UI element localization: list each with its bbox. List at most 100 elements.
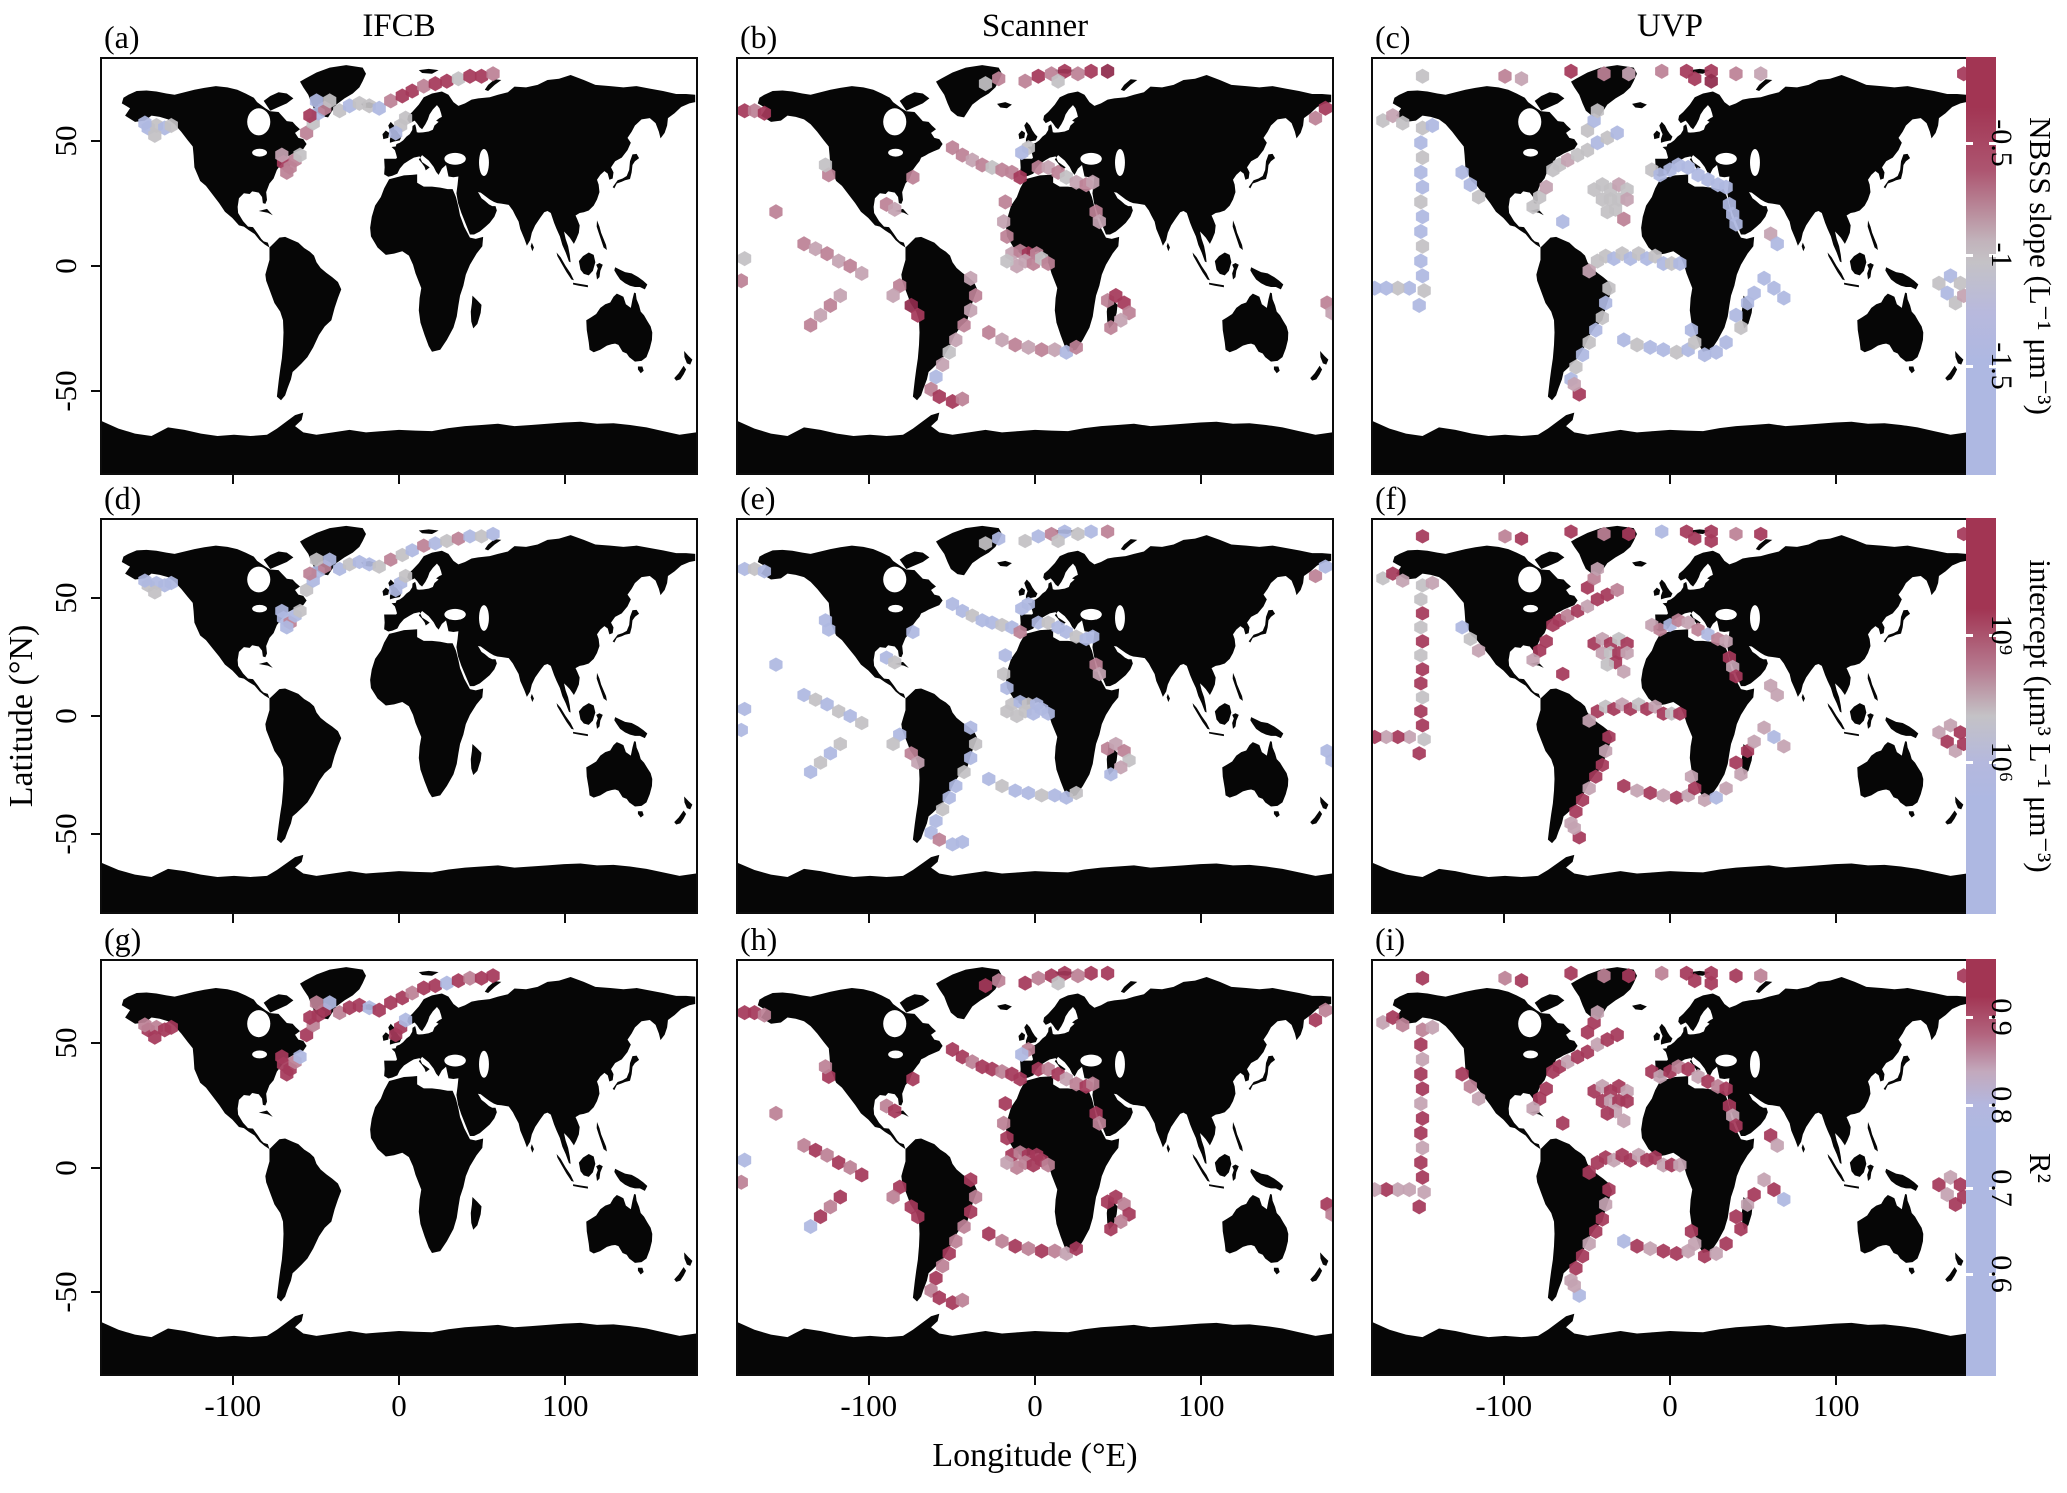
- y-tick-mark: [91, 715, 100, 717]
- colorbar-tick-notch: [1989, 633, 1996, 637]
- x-tick-mark: [1502, 1376, 1505, 1385]
- x-tick-mark: [867, 914, 870, 923]
- inland-sea: [1080, 1054, 1102, 1067]
- hexbin-layer: [1373, 64, 1967, 402]
- x-tick-label: 100: [1177, 1388, 1225, 1423]
- hexbin-layer: [738, 525, 1332, 852]
- colorbar-r2: [1966, 959, 1996, 1376]
- inland-sea: [888, 148, 903, 157]
- colorbar-intercept: [1966, 518, 1996, 914]
- inland-sea: [1750, 1050, 1760, 1078]
- x-tick-mark: [1669, 475, 1671, 484]
- y-tick-label: 50: [48, 125, 83, 157]
- world-map-svg: [1373, 59, 1967, 473]
- y-tick-mark: [91, 1042, 100, 1045]
- col-title-uvp: UVP: [1636, 8, 1704, 44]
- inland-sea: [1518, 1010, 1542, 1038]
- inland-sea: [1523, 148, 1538, 157]
- x-tick-mark: [398, 475, 400, 484]
- colorbar-tick-notch: [1989, 365, 1996, 369]
- colorbar-tick-notch: [1989, 1187, 1996, 1191]
- x-tick-mark: [1835, 914, 1838, 923]
- colorbar-tick-label: 0.6: [1985, 1255, 2018, 1293]
- world-map-svg: [102, 520, 696, 912]
- panel-letter: (d): [104, 480, 142, 516]
- inland-sea: [888, 604, 903, 613]
- hexbin-layer: [738, 966, 1332, 1310]
- x-tick-label: -100: [840, 1388, 898, 1423]
- y-tick-label: 50: [48, 1027, 83, 1059]
- land-silhouette: [738, 967, 1332, 1374]
- hexbin-layer: [1373, 525, 1967, 845]
- x-tick-mark: [564, 475, 567, 484]
- x-axis-label: Longitude (°E): [932, 1437, 1138, 1474]
- colorbar-tick-notch: [1966, 633, 1973, 637]
- inland-sea: [252, 148, 267, 157]
- x-tick-mark: [1835, 475, 1838, 484]
- map-panel-f: [1371, 518, 1969, 914]
- world-map-svg: [102, 961, 696, 1374]
- map-panel-d: [100, 518, 698, 914]
- inland-sea: [479, 148, 489, 177]
- map-panel-h: [736, 959, 1334, 1376]
- inland-sea: [1115, 605, 1125, 631]
- x-tick-label: -100: [204, 1388, 262, 1423]
- x-tick-mark: [231, 475, 234, 484]
- x-tick-mark: [867, 475, 870, 484]
- map-panel-a: [100, 57, 698, 475]
- map-panel-b: [736, 57, 1334, 475]
- inland-sea: [247, 566, 271, 593]
- colorbar-tick-label: 0.9: [1985, 998, 2018, 1037]
- y-tick-mark: [91, 389, 100, 392]
- x-tick-mark: [1034, 1376, 1036, 1385]
- world-map-svg: [738, 59, 1332, 473]
- inland-sea: [444, 152, 466, 165]
- y-tick-mark: [91, 265, 100, 267]
- colorbar-tick-notch: [1989, 1016, 1996, 1020]
- panel-letter: (c): [1375, 19, 1411, 55]
- hexbin-layer: [138, 968, 499, 1081]
- colorbar-tick-notch: [1966, 1016, 1973, 1020]
- inland-sea: [252, 1050, 267, 1059]
- colorbar-tick-notch: [1966, 1272, 1973, 1276]
- colorbar-tick-notch: [1966, 253, 1973, 257]
- colorbar-tick-label: -1: [1985, 242, 2018, 268]
- y-tick-label: -50: [48, 1271, 83, 1313]
- colorbar-tick-notch: [1966, 760, 1973, 764]
- colorbar-tick-notch: [1989, 253, 1996, 257]
- x-tick-mark: [1200, 914, 1203, 923]
- map-panel-g: [100, 959, 698, 1376]
- colorbar-tick-notch: [1989, 760, 1996, 764]
- x-tick-mark: [398, 914, 400, 923]
- inland-sea: [247, 1010, 271, 1038]
- colorbar-tick-notch: [1989, 141, 1996, 145]
- x-tick-mark: [231, 914, 234, 923]
- land-silhouette: [102, 65, 696, 473]
- col-title-ifcb: IFCB: [362, 8, 436, 44]
- world-map-svg: [738, 961, 1332, 1374]
- inland-sea: [1715, 152, 1737, 165]
- land-silhouette: [1373, 967, 1967, 1374]
- panel-letter: (a): [104, 19, 140, 55]
- inland-sea: [479, 1050, 489, 1078]
- x-tick-mark: [398, 1376, 400, 1385]
- x-tick-mark: [1034, 475, 1036, 484]
- world-map-svg: [102, 59, 696, 473]
- inland-sea: [1518, 108, 1542, 136]
- inland-sea: [1715, 1054, 1737, 1067]
- x-tick-mark: [1502, 914, 1505, 923]
- x-tick-mark: [1200, 1376, 1203, 1385]
- x-tick-label: -100: [1475, 1388, 1533, 1423]
- hexbin-layer: [138, 527, 499, 634]
- y-tick-mark: [91, 833, 100, 835]
- inland-sea: [444, 1054, 466, 1067]
- map-panel-e: [736, 518, 1334, 914]
- inland-sea: [1750, 605, 1760, 631]
- land-silhouette: [1373, 525, 1967, 912]
- inland-sea: [479, 605, 489, 631]
- x-tick-mark: [1034, 914, 1036, 923]
- map-panel-i: [1371, 959, 1969, 1376]
- colorbar-tick-label: 10⁶: [1985, 741, 2018, 782]
- colorbar-tick-notch: [1966, 1103, 1973, 1107]
